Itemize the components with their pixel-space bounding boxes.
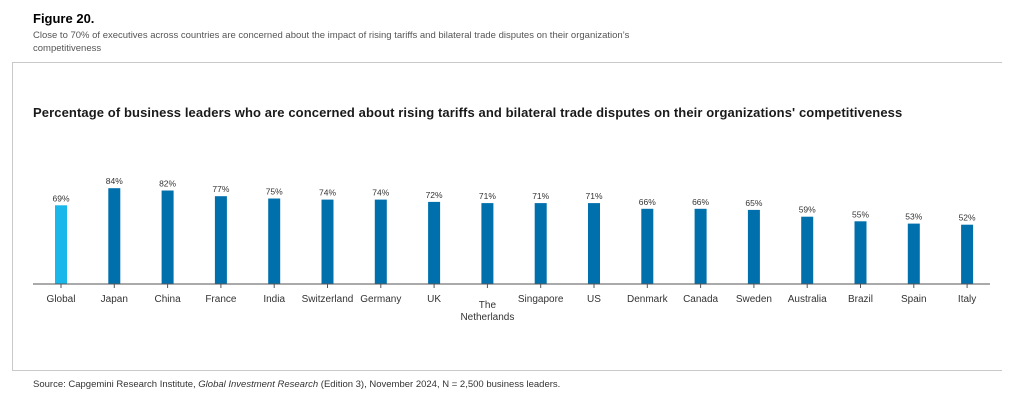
bar-us xyxy=(588,203,600,284)
bar-australia xyxy=(801,216,814,284)
category-label-italy: Italy xyxy=(958,294,976,305)
bar-italy xyxy=(961,224,974,284)
value-label-switzerland: 74% xyxy=(319,188,336,198)
frame-top-divider xyxy=(12,62,1002,63)
bar-france xyxy=(214,196,227,284)
bars-group xyxy=(55,188,974,284)
value-label-germany: 74% xyxy=(372,188,389,198)
category-label-india: India xyxy=(263,294,285,305)
bar-global xyxy=(55,205,67,284)
bar-denmark xyxy=(641,208,654,284)
bar-canada xyxy=(694,208,707,284)
category-label-singapore: Singapore xyxy=(518,294,564,305)
category-label-brazil: Brazil xyxy=(848,294,873,305)
bar-india xyxy=(268,198,281,284)
value-label-the-netherlands: 71% xyxy=(479,191,496,201)
value-label-sweden: 65% xyxy=(745,198,762,208)
category-label-china: China xyxy=(155,294,182,305)
category-label-france: France xyxy=(205,294,237,305)
value-label-china: 82% xyxy=(159,179,176,189)
category-label-sweden: Sweden xyxy=(736,294,772,305)
value-label-canada: 66% xyxy=(692,197,709,207)
bar-singapore xyxy=(534,203,547,284)
bar-japan xyxy=(108,188,121,284)
value-label-italy: 52% xyxy=(959,213,976,223)
source-title: Global Investment Research xyxy=(198,379,319,390)
category-label-japan: Japan xyxy=(101,294,128,305)
figure-caption: Close to 70% of executives across countr… xyxy=(33,30,630,54)
source-prefix: Source: Capgemini Research Institute, xyxy=(33,379,199,390)
bar-spain xyxy=(907,223,920,284)
value-label-global: 69% xyxy=(52,193,69,203)
chart-title: Percentage of business leaders who are c… xyxy=(33,105,903,120)
value-label-denmark: 66% xyxy=(639,197,656,207)
figure-label: Figure 20. xyxy=(33,11,95,26)
value-labels-group: 69% 84% 82% 77% 75% 74% 74% 72% 71% 71% 71% 66% 66% 6… xyxy=(52,176,976,223)
category-label-australia: Australia xyxy=(788,294,827,305)
category-label-uk: UK xyxy=(427,294,441,305)
value-label-singapore: 71% xyxy=(532,191,549,201)
x-axis-ticks-group xyxy=(60,284,968,288)
value-label-india: 75% xyxy=(266,187,283,197)
value-label-us: 71% xyxy=(585,191,602,201)
category-labels-group: Global Japan China France India Switzerland Ge… xyxy=(47,294,977,323)
category-label-denmark: Denmark xyxy=(627,294,669,305)
bar-uk xyxy=(428,201,441,284)
bar-china xyxy=(161,190,174,284)
frame-left-divider xyxy=(12,62,13,370)
bar-germany xyxy=(374,199,387,284)
bar-switzerland xyxy=(321,199,334,284)
source-note: Source: Capgemini Research Institute, Gl… xyxy=(33,379,560,390)
value-label-australia: 59% xyxy=(799,205,816,215)
category-label-us: US xyxy=(587,294,601,305)
category-label-germany: Germany xyxy=(360,294,401,305)
category-label-the-netherlands: The Netherlands xyxy=(460,300,514,323)
source-suffix: (Edition 3), November 2024, N = 2,500 bu… xyxy=(318,379,561,390)
bar-the-netherlands xyxy=(481,203,494,284)
value-label-japan: 84% xyxy=(106,176,123,186)
value-label-spain: 53% xyxy=(905,212,922,222)
category-label-canada: Canada xyxy=(683,294,718,305)
value-label-france: 77% xyxy=(212,184,229,194)
bar-brazil xyxy=(854,221,867,284)
bar-sweden xyxy=(747,209,760,284)
category-label-global: Global xyxy=(47,294,76,305)
category-label-spain: Spain xyxy=(901,294,927,305)
category-label-switzerland: Switzerland xyxy=(302,294,354,305)
value-label-brazil: 55% xyxy=(852,209,869,219)
frame-bottom-divider xyxy=(12,370,1002,371)
value-label-uk: 72% xyxy=(426,190,443,200)
